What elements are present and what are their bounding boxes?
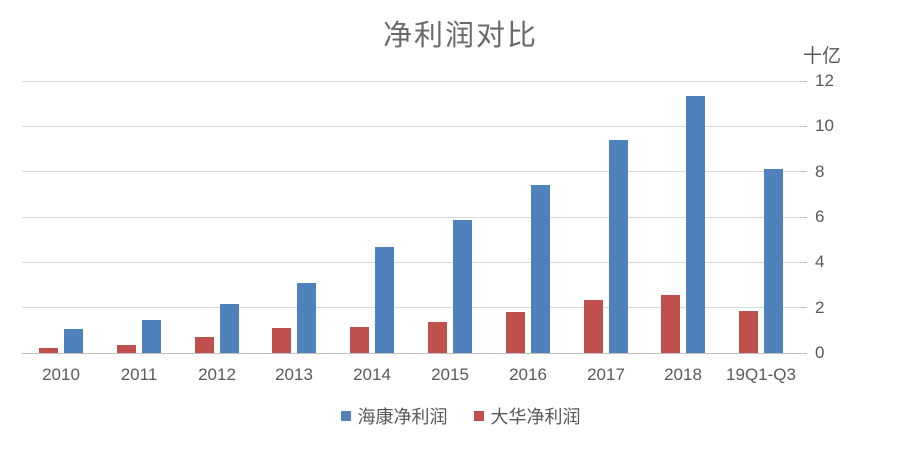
bar-hikvision-2016 [531,185,550,353]
bar-hikvision-2013 [297,283,316,353]
bar-dahua-2017 [584,300,603,353]
bar-dahua-2012 [195,337,214,353]
x-axis-tick-label: 2014 [353,365,391,384]
gridline [22,125,800,127]
legend: 海康净利润 大华净利润 [0,403,921,429]
legend-label: 海康净利润 [357,407,448,427]
y-axis-tick-label: 0 [815,343,825,362]
y-axis-unit-label: 十亿 [803,46,842,67]
y-tick-mark [800,307,807,309]
bar-hikvision-2011 [142,320,161,353]
legend-label: 大华净利润 [490,407,581,427]
gridline [22,216,800,218]
bar-hikvision-2017 [609,140,628,353]
gridline [22,307,800,309]
legend-swatch-dahua [473,411,484,421]
bar-dahua-2016 [506,312,525,353]
bar-dahua-2010 [39,348,58,353]
y-axis-tick-label: 12 [815,71,834,90]
gridline [22,80,800,82]
bar-dahua-2018 [661,295,680,353]
x-axis-tick-label: 2018 [664,365,702,384]
bar-hikvision-2015 [453,220,472,353]
bar-dahua-2013 [272,328,291,353]
x-axis-tick-label: 2010 [42,365,80,384]
y-axis-tick-label: 4 [815,252,825,272]
x-axis-tick-label: 2013 [275,365,313,384]
legend-swatch-hikvision [340,411,351,421]
bar-dahua-19Q1-Q3 [739,311,758,353]
bar-hikvision-2010 [64,329,83,353]
y-axis-tick-label: 8 [815,161,825,181]
legend-item-dahua: 大华净利润 [473,403,581,429]
y-axis-tick-label: 2 [815,297,825,317]
bar-hikvision-2014 [375,247,394,353]
y-tick-mark [800,125,807,127]
y-tick-mark [800,216,807,218]
bar-hikvision-2018 [686,96,705,353]
bar-dahua-2014 [350,327,369,353]
bar-hikvision-19Q1-Q3 [764,169,783,353]
x-axis-tick-label: 2017 [587,365,625,384]
y-tick-mark [800,80,807,82]
chart-title: 净利润对比 [382,20,538,52]
bar-dahua-2011 [117,345,136,353]
y-axis-tick-label: 10 [815,116,834,136]
x-axis-tick-label: 2011 [120,365,158,384]
x-axis-tick-label: 2012 [198,365,236,384]
x-axis-line [22,352,807,354]
y-tick-mark [800,171,807,173]
legend-item-hikvision: 海康净利润 [340,403,448,429]
gridline [22,261,800,263]
y-tick-mark [800,261,807,263]
bar-hikvision-2012 [220,304,239,353]
x-axis-tick-label: 19Q1-Q3 [726,365,796,384]
y-axis-tick-label: 6 [815,207,825,226]
x-axis-tick-label: 2016 [509,365,547,384]
gridline [22,171,800,173]
bar-dahua-2015 [428,322,447,353]
x-axis-tick-label: 2015 [431,365,469,384]
